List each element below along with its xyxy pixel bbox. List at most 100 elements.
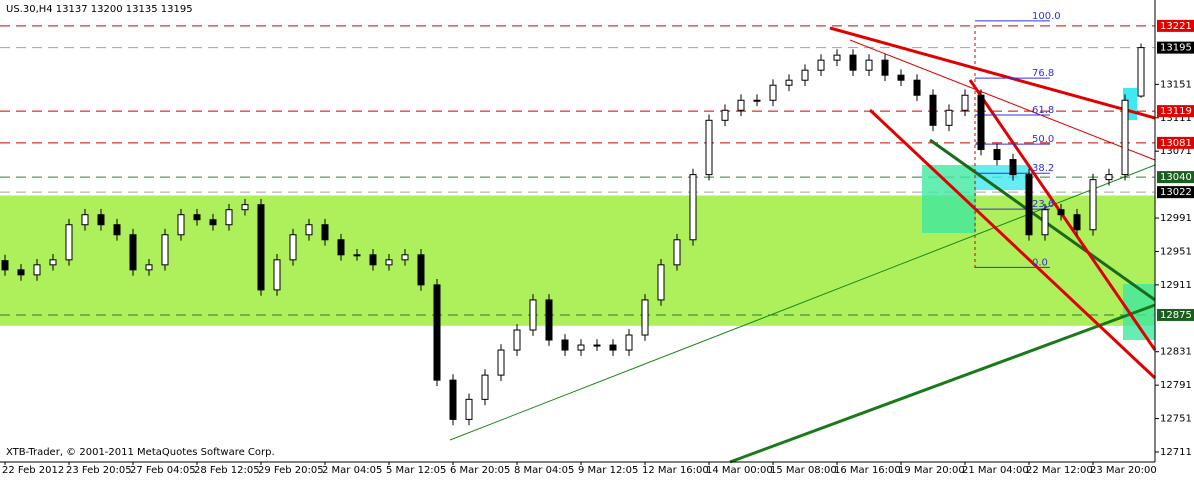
candle-body [321, 224, 329, 241]
candle-body [673, 239, 681, 266]
x-tick-label: 23 Mar 20:00 [1090, 465, 1157, 476]
level-label: 13022 [1160, 187, 1192, 198]
y-tick-label: 12831 [1160, 347, 1192, 358]
candle-body [113, 224, 121, 236]
y-tick-label: 12711 [1160, 447, 1192, 458]
candle-body [81, 214, 89, 226]
y-tick-label: 13111 [1160, 113, 1192, 124]
level-label-bg [1157, 171, 1194, 184]
x-tick-label: 29 Feb 20:05 [258, 465, 324, 476]
candle-body [641, 299, 649, 336]
level-label-bg [1157, 186, 1194, 199]
candle-body [273, 259, 281, 291]
candle-body [177, 214, 185, 236]
y-tick-label: 12911 [1160, 280, 1192, 291]
candle-body [369, 254, 377, 266]
candle-body [849, 54, 857, 71]
x-tick-label: 19 Mar 20:00 [898, 465, 965, 476]
candle-body [1, 260, 9, 271]
candle-body [417, 254, 425, 286]
candle-body [529, 299, 537, 331]
y-tick-label: 13071 [1160, 146, 1192, 157]
candle-body [993, 149, 1001, 161]
candle-body [881, 59, 889, 76]
x-tick-label: 6 Mar 20:05 [450, 465, 510, 476]
candle-body [17, 269, 25, 276]
candle-body [737, 99, 745, 111]
trend-line [449, 164, 1156, 441]
candle-body [609, 344, 617, 351]
candle-body [945, 109, 953, 126]
trend-line [729, 303, 1156, 464]
candle-body [1073, 214, 1081, 231]
candle-body [257, 204, 265, 291]
candle-body [961, 94, 969, 111]
x-tick-label: 8 Mar 04:05 [514, 465, 574, 476]
trend-line [829, 26, 1156, 120]
candle-body [49, 259, 57, 266]
fib-label: 50.0 [1032, 134, 1054, 145]
candle-body [1121, 99, 1129, 176]
candle-body [129, 234, 137, 271]
candle-body [753, 99, 761, 102]
level-label: 13221 [1160, 21, 1192, 32]
trend-line [849, 39, 1156, 161]
y-tick-label: 12751 [1160, 414, 1192, 425]
level-label: 13040 [1160, 172, 1192, 183]
candle-body [193, 214, 201, 221]
candle-body [97, 214, 105, 226]
copyright: XTB-Trader, © 2001-2011 MetaQuotes Softw… [6, 447, 275, 458]
level-label: 13119 [1160, 106, 1192, 117]
candle-body [337, 239, 345, 256]
x-tick-label: 14 Mar 00:00 [706, 465, 773, 476]
y-tick-label: 12791 [1160, 380, 1192, 391]
y-tick-label: 13151 [1160, 79, 1192, 90]
candle-body [1105, 174, 1113, 181]
candle-body [1009, 159, 1017, 176]
fib-label: 100.0 [1032, 11, 1061, 22]
candle-body [497, 349, 505, 376]
x-tick-label: 22 Feb 2012 [2, 465, 64, 476]
x-tick-label: 21 Mar 04:00 [962, 465, 1029, 476]
candle-body [1041, 209, 1049, 236]
candle-body [561, 339, 569, 351]
fib-label: 61.8 [1032, 105, 1054, 116]
candle-body [897, 74, 905, 81]
candle-body [1057, 209, 1065, 216]
candle-body [833, 54, 841, 61]
candle-body [433, 284, 441, 381]
y-tick-label: 12991 [1160, 213, 1192, 224]
x-tick-label: 5 Mar 12:05 [386, 465, 446, 476]
fib-label: 38.2 [1032, 163, 1054, 174]
x-tick-label: 28 Feb 12:05 [194, 465, 260, 476]
level-label-bg [1157, 308, 1194, 321]
candle-body [465, 398, 473, 420]
x-tick-label: 16 Mar 16:00 [834, 465, 901, 476]
fib-label: 76.8 [1032, 68, 1054, 79]
candle-body [593, 344, 601, 347]
candle-body [401, 254, 409, 261]
candle-body [721, 109, 729, 121]
candle-body [705, 119, 713, 176]
candle-body [625, 334, 633, 351]
chart-title: US.30,H4 13137 13200 13135 13195 [6, 4, 193, 15]
candle-body [865, 59, 873, 71]
level-label-bg [1157, 41, 1194, 54]
candle-body [801, 69, 809, 81]
x-tick-label: 12 Mar 16:00 [642, 465, 709, 476]
candle-body [817, 59, 825, 71]
candle-body [785, 79, 793, 86]
x-tick-label: 9 Mar 12:05 [578, 465, 638, 476]
trend-line [868, 108, 1157, 380]
candle-body [657, 264, 665, 301]
candle-body [689, 174, 697, 241]
candle-body [305, 224, 313, 236]
candle-body [577, 344, 585, 351]
candle-body [385, 259, 393, 266]
x-tick-label: 27 Feb 04:05 [130, 465, 196, 476]
level-label: 12875 [1160, 310, 1192, 321]
candle-body [929, 94, 937, 126]
y-tick-label: 12951 [1160, 246, 1192, 257]
candle-body [353, 254, 361, 257]
level-label-bg [1157, 136, 1194, 149]
